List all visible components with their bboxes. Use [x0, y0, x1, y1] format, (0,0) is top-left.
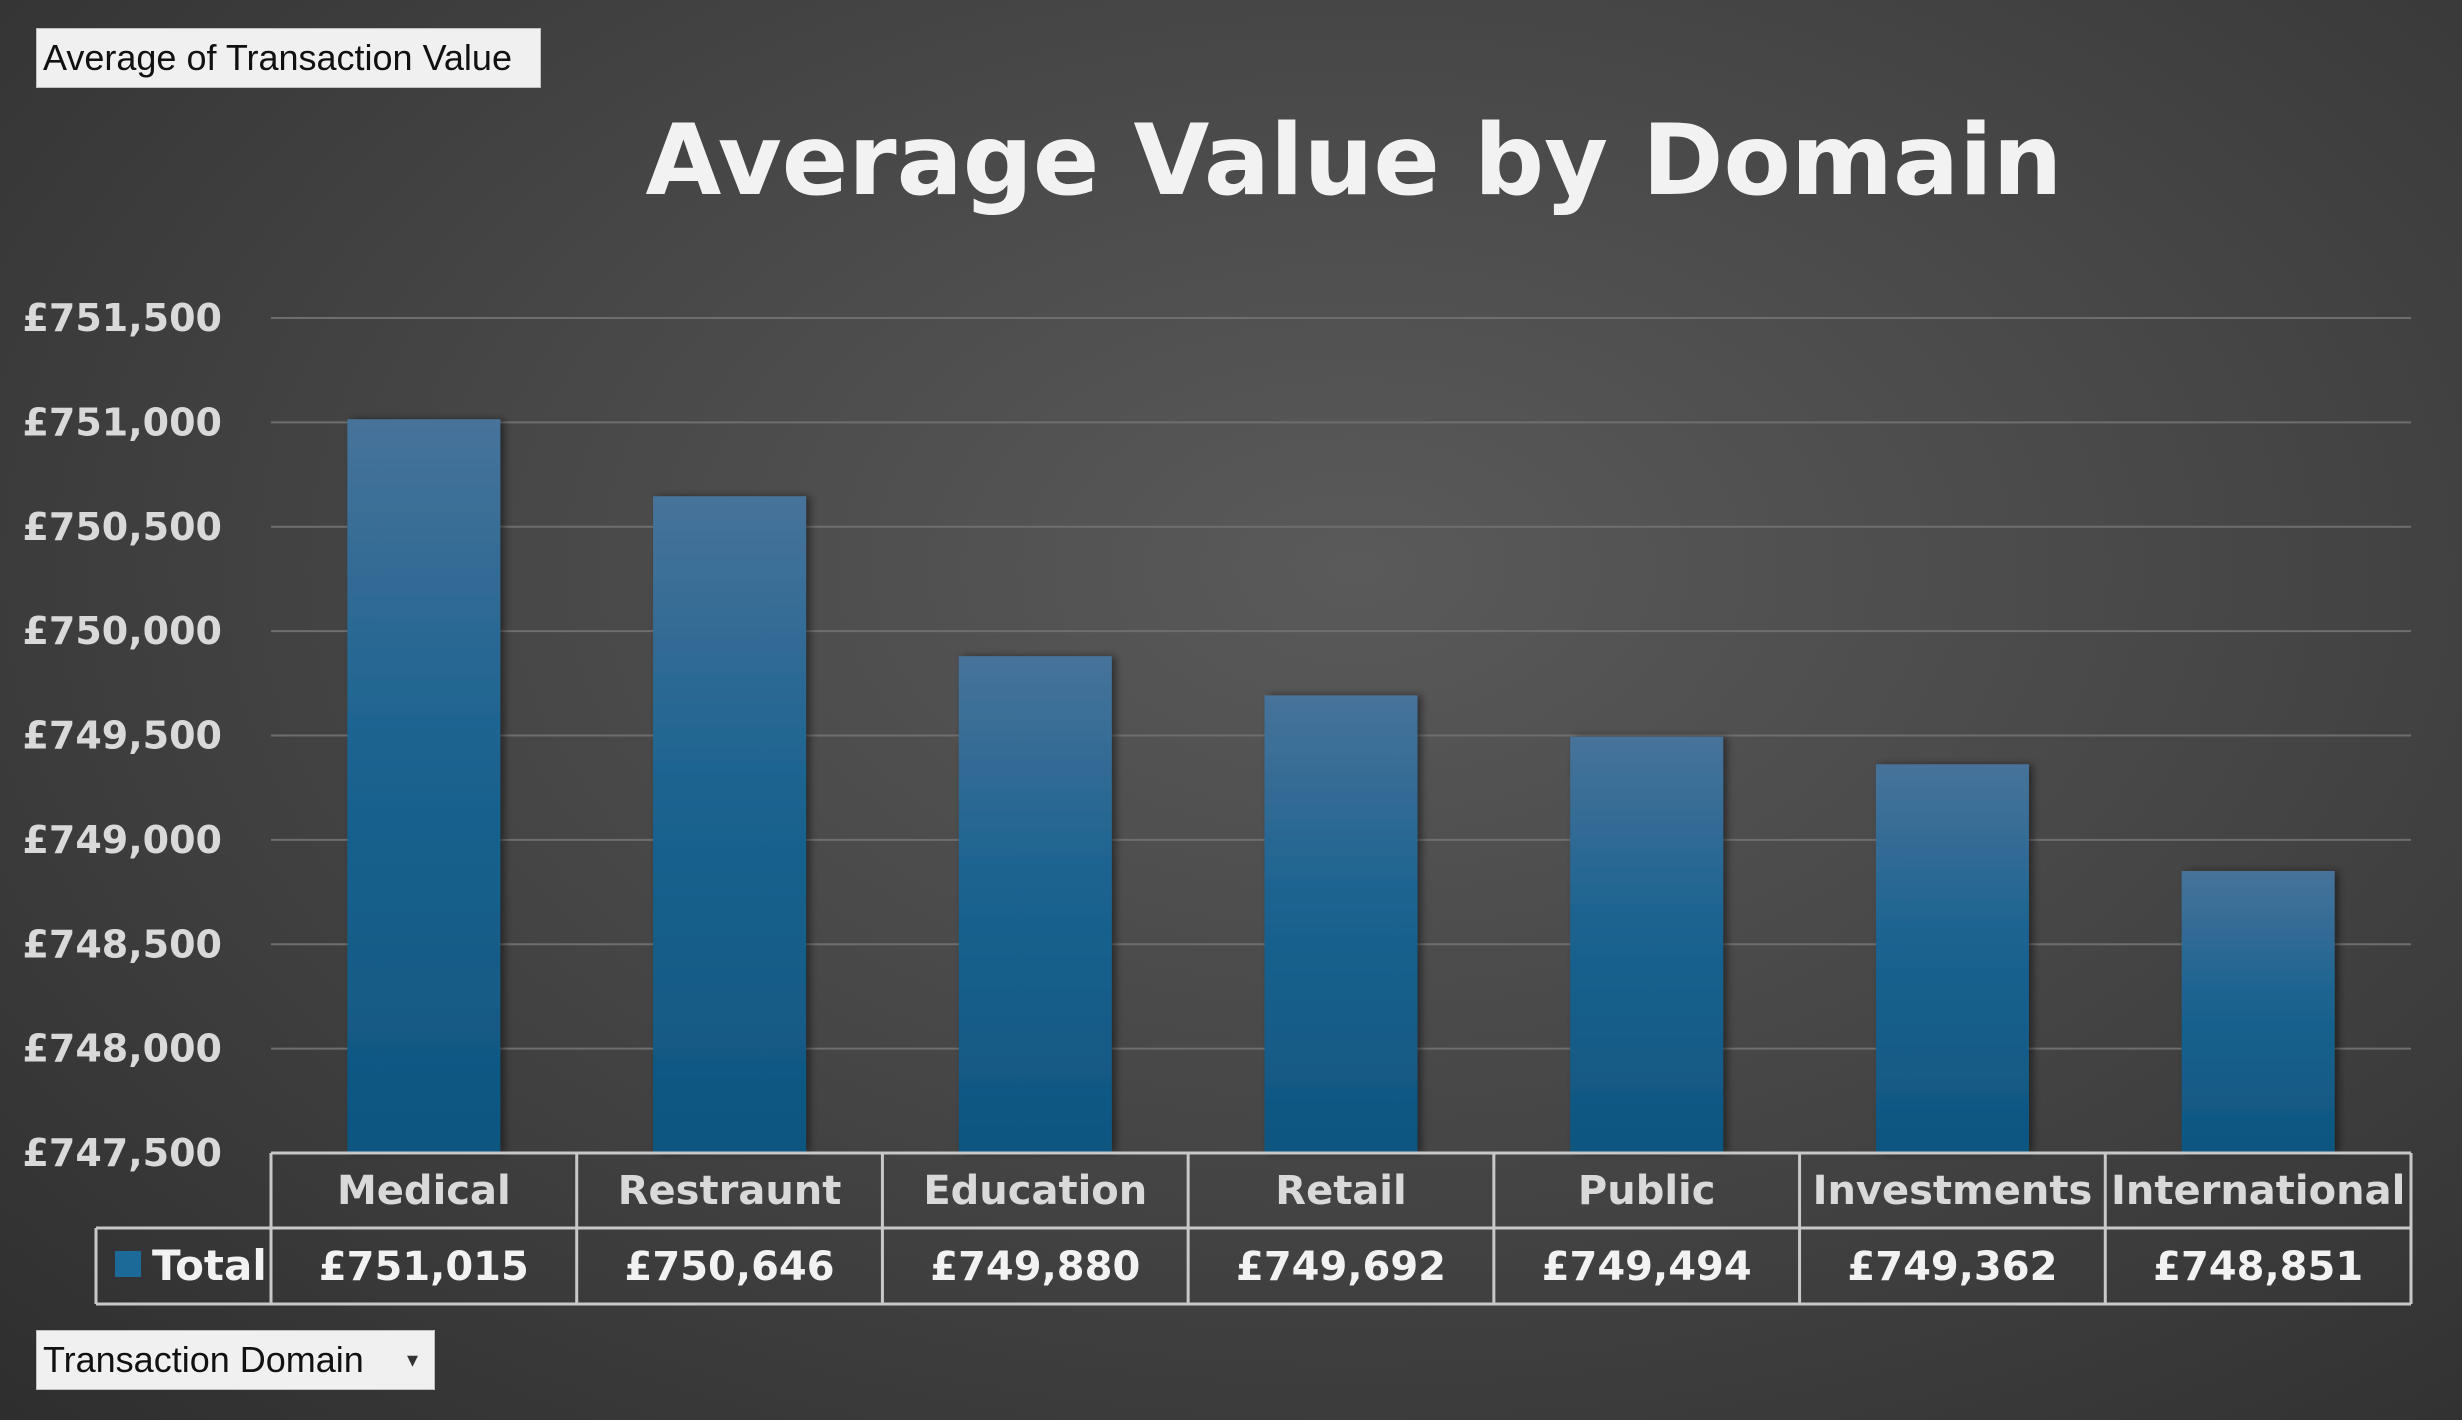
y-tick-label: £747,500	[22, 1131, 222, 1175]
y-tick-label: £751,500	[22, 296, 222, 340]
bar[interactable]	[1875, 764, 2029, 1153]
value-field-button[interactable]: Average of Transaction Value	[36, 28, 541, 88]
y-tick-label: £749,000	[22, 818, 222, 862]
legend-label: Total	[152, 1241, 267, 1290]
data-label: £749,692	[1236, 1244, 1446, 1290]
value-field-label: Average of Transaction Value	[43, 37, 512, 78]
dropdown-arrow-icon[interactable]: ▾	[406, 1347, 418, 1372]
category-label: Investments	[1813, 1168, 2093, 1214]
data-label: £750,646	[625, 1244, 835, 1290]
category-label: Education	[923, 1168, 1147, 1214]
bars	[347, 419, 2335, 1154]
y-tick-label: £751,000	[22, 400, 222, 444]
data-label: £749,880	[930, 1244, 1140, 1290]
data-label: £751,015	[319, 1244, 529, 1290]
category-label: Public	[1578, 1168, 1716, 1214]
data-label: £749,362	[1847, 1244, 2057, 1290]
legend-swatch	[115, 1251, 141, 1277]
data-label: £749,494	[1542, 1244, 1752, 1290]
chart-title: Average Value by Domain	[646, 104, 2063, 218]
y-tick-label: £750,500	[22, 505, 222, 549]
domain-field-button[interactable]: Transaction Domain ▾	[36, 1330, 435, 1390]
category-label: Restraunt	[618, 1168, 842, 1214]
category-label: Retail	[1275, 1168, 1406, 1214]
bar[interactable]	[1264, 695, 1418, 1153]
y-tick-label: £748,500	[22, 922, 222, 966]
bar[interactable]	[958, 656, 1112, 1153]
bar[interactable]	[1570, 736, 1724, 1153]
y-tick-label: £750,000	[22, 609, 222, 653]
data-label: £748,851	[2153, 1244, 2363, 1290]
data-table: Medical £751,015 Restraunt £750,646 Educatio…	[94, 1151, 2413, 1306]
category-label: International	[2111, 1168, 2405, 1214]
bar[interactable]	[347, 419, 501, 1153]
category-label: Medical	[337, 1168, 511, 1214]
domain-field-label: Transaction Domain	[43, 1339, 364, 1380]
y-tick-label: £749,500	[22, 714, 222, 758]
bar[interactable]	[653, 496, 807, 1154]
y-tick-label: £748,000	[22, 1027, 222, 1071]
bar[interactable]	[2181, 870, 2335, 1153]
y-axis-ticks: £747,500 £748,000 £748,500 £749,000 £749,500…	[22, 296, 222, 1175]
